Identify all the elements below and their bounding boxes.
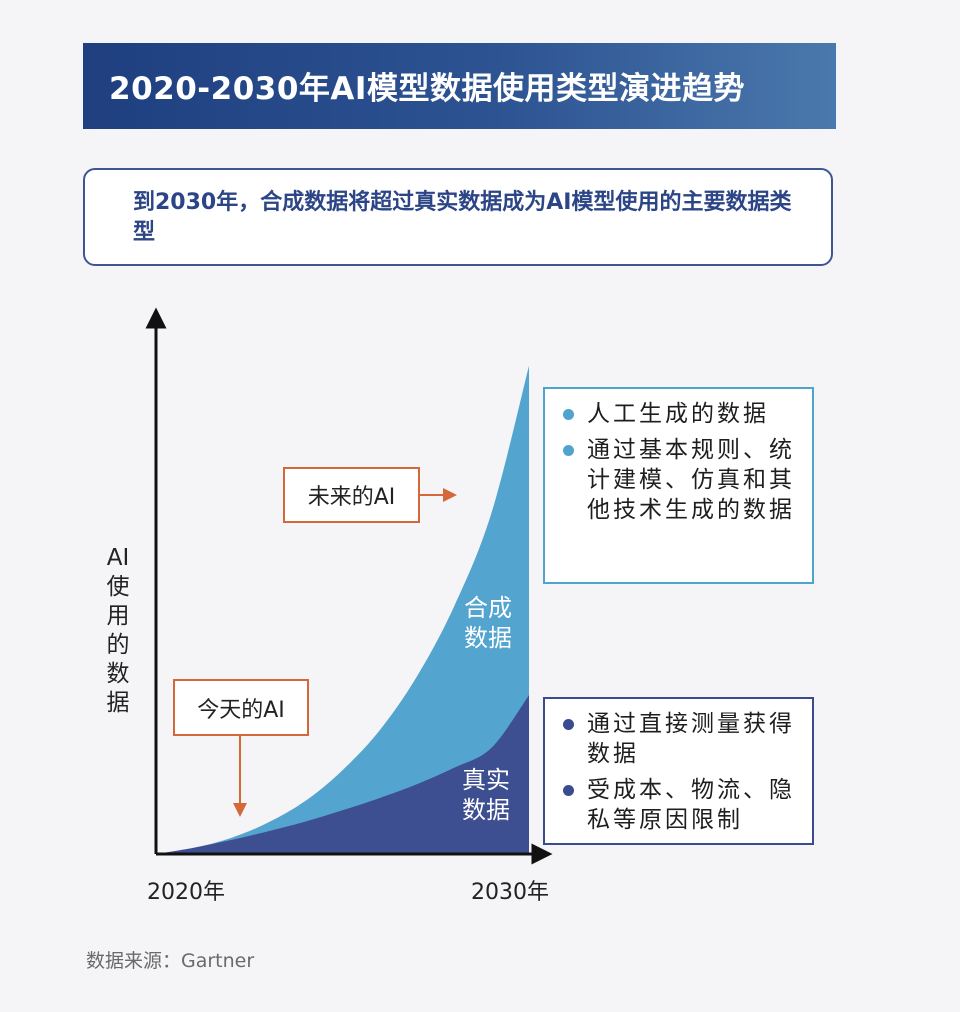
subtitle-box: 到2030年，合成数据将超过真实数据成为AI模型使用的主要数据类型: [83, 168, 833, 266]
legend-item-text: 受成本、物流、隐私等原因限制: [587, 777, 795, 833]
y-axis-label-char: 用: [106, 603, 130, 629]
bullet-dot-icon: [563, 785, 574, 796]
synthetic-area-label-line: 合成: [464, 594, 512, 622]
legend-item-text: 通过基本规则、统计建模、仿真和其他技术生成的数据: [587, 437, 795, 523]
bullet-dot-icon: [563, 445, 574, 456]
real-area-label-line: 数据: [462, 796, 510, 824]
legend-item: 人工生成的数据: [557, 399, 800, 429]
x-tick-2030: 2030年: [471, 880, 549, 905]
real-area-label: 真实 数据: [456, 765, 516, 825]
today-ai-callout: 今天的AI: [173, 679, 309, 736]
future-ai-callout: 未来的AI: [283, 467, 420, 523]
synthetic-data-area: [156, 365, 529, 854]
synthetic-area-label: 合成 数据: [458, 593, 518, 653]
y-axis-label: AI 使 用 的 数 据: [101, 544, 135, 718]
real-data-legend: 通过直接测量获得数据 受成本、物流、隐私等原因限制: [543, 697, 814, 845]
legend-item-text: 人工生成的数据: [587, 401, 769, 427]
legend-item: 通过基本规则、统计建模、仿真和其他技术生成的数据: [557, 435, 800, 525]
legend-item: 受成本、物流、隐私等原因限制: [557, 775, 800, 835]
y-axis-label-char: 的: [106, 632, 130, 658]
y-axis-label-char: 使: [106, 574, 130, 600]
synthetic-data-legend: 人工生成的数据 通过基本规则、统计建模、仿真和其他技术生成的数据: [543, 387, 814, 584]
y-axis-label-char: 据: [106, 690, 130, 716]
page-title: 2020-2030年AI模型数据使用类型演进趋势: [109, 71, 745, 107]
bullet-dot-icon: [563, 409, 574, 420]
bullet-dot-icon: [563, 719, 574, 730]
source-note: 数据来源：Gartner: [86, 950, 255, 972]
legend-item: 通过直接测量获得数据: [557, 709, 800, 769]
legend-item-text: 通过直接测量获得数据: [587, 711, 795, 767]
real-data-area: [156, 695, 529, 854]
y-axis-label-char: AI: [106, 545, 130, 571]
real-area-label-line: 真实: [462, 766, 510, 794]
x-tick-2020: 2020年: [147, 880, 225, 905]
y-axis-label-char: 数: [106, 661, 130, 687]
subtitle-text: 到2030年，合成数据将超过真实数据成为AI模型使用的主要数据类型: [133, 190, 792, 245]
synthetic-area-label-line: 数据: [464, 624, 512, 652]
title-banner: 2020-2030年AI模型数据使用类型演进趋势: [83, 43, 836, 129]
